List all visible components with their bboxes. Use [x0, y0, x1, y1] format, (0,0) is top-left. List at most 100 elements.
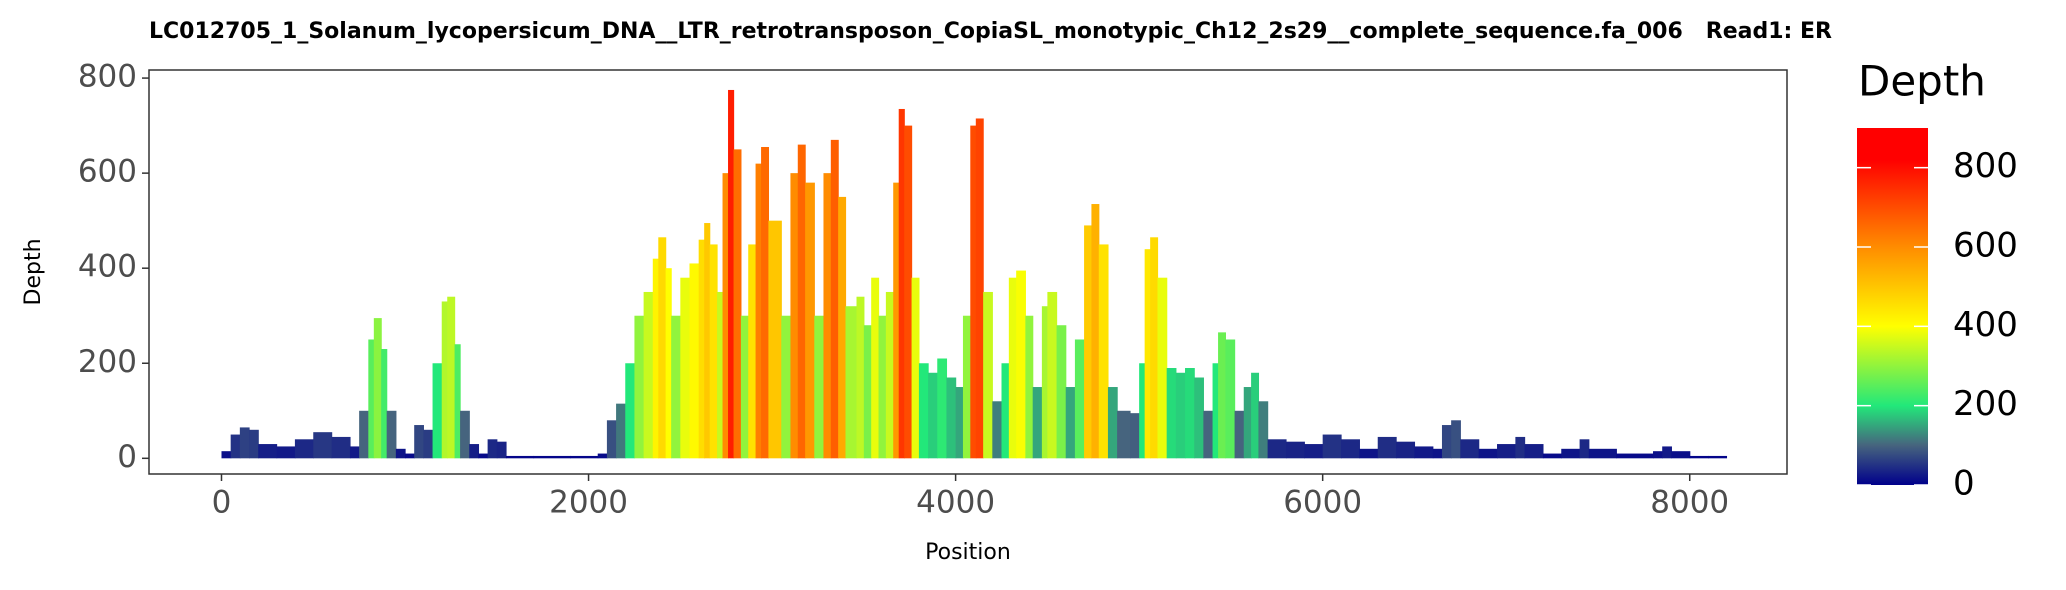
depth-bar: [1451, 420, 1461, 459]
depth-bar: [838, 196, 847, 459]
depth-bar: [856, 296, 865, 459]
colorbar-tick-label: 800: [1953, 146, 2018, 186]
depth-bar: [570, 455, 599, 459]
depth-bar: [1185, 368, 1195, 459]
x-tick-label: 0: [212, 485, 232, 521]
depth-bar: [781, 315, 792, 459]
depth-bar: [911, 277, 920, 459]
x-tick-label: 2000: [549, 485, 628, 521]
y-tick-label: 400: [78, 249, 137, 285]
depth-bar: [239, 427, 250, 459]
depth-bar: [1653, 451, 1663, 459]
depth-bar: [1139, 363, 1146, 459]
depth-bar: [1561, 448, 1581, 459]
depth-bar: [830, 139, 839, 459]
depth-bar: [1194, 377, 1204, 459]
depth-bar: [1025, 315, 1034, 459]
depth-bar: [893, 182, 900, 459]
x-tick-label: 6000: [1283, 485, 1362, 521]
depth-bar: [814, 315, 825, 459]
depth-bar: [414, 425, 424, 459]
depth-bar: [733, 149, 742, 459]
depth-bar: [331, 436, 351, 459]
depth-bar: [294, 439, 314, 459]
depth-bar: [441, 301, 448, 459]
depth-bar: [1041, 306, 1048, 459]
depth-bar: [1708, 455, 1728, 459]
depth-bar: [1166, 368, 1177, 459]
depth-bar: [1579, 439, 1590, 459]
y-tick-label: 0: [117, 439, 137, 475]
depth-bar: [496, 441, 507, 459]
y-tick-label: 800: [78, 59, 137, 95]
depth-bar: [1144, 249, 1151, 459]
depth-bar: [230, 434, 241, 459]
depth-bar: [1150, 237, 1159, 459]
depth-bar: [405, 453, 415, 459]
depth-bar: [1460, 439, 1480, 459]
depth-bar: [1243, 387, 1252, 459]
depth-bar: [432, 363, 443, 459]
depth-bar: [423, 429, 434, 459]
depth-bar: [616, 403, 626, 459]
depth-bar: [381, 348, 388, 459]
depth-bar: [698, 239, 705, 459]
depth-bar: [755, 163, 762, 459]
depth-bar: [722, 173, 729, 459]
depth-bar: [1267, 439, 1287, 459]
depth-bar: [469, 444, 480, 459]
depth-bar: [1203, 410, 1214, 459]
depth-bar: [373, 318, 382, 459]
depth-bar: [1074, 339, 1085, 459]
depth-bar: [1107, 387, 1118, 459]
depth-bar: [955, 387, 964, 459]
colorbar-tick-label: 400: [1953, 305, 2018, 345]
depth-bar: [460, 410, 470, 459]
depth-bar: [928, 372, 938, 459]
depth-bar: [709, 244, 718, 459]
depth-bar: [768, 220, 782, 459]
depth-bar: [349, 446, 360, 459]
depth-bar: [823, 173, 832, 459]
depth-bar: [1117, 410, 1131, 459]
depth-bar: [898, 108, 905, 459]
depth-bar: [505, 455, 535, 459]
depth-bar: [1304, 444, 1324, 459]
depth-bar: [845, 306, 858, 459]
depth-bar: [1001, 363, 1010, 459]
depth-bar: [258, 444, 278, 459]
depth-bar: [533, 455, 571, 459]
depth-bar: [904, 125, 913, 459]
depth-bar: [1065, 387, 1076, 459]
depth-bar: [634, 315, 645, 459]
depth-bar: [748, 244, 757, 459]
depth-bar: [863, 325, 872, 459]
depth-bar: [797, 144, 806, 459]
depth-bar: [1157, 277, 1168, 459]
depth-bar: [1542, 453, 1562, 459]
y-axis-label: Depth: [21, 238, 46, 305]
depth-bar: [1258, 401, 1269, 459]
depth-bar: [805, 182, 815, 459]
depth-bar: [606, 420, 617, 459]
depth-bar: [487, 439, 498, 459]
chart-title: LC012705_1_Solanum_lycopersicum_DNA__LTR…: [149, 19, 1832, 44]
depth-bar: [1432, 448, 1443, 459]
depth-bar: [1497, 444, 1516, 459]
depth-bar: [1478, 448, 1498, 459]
depth-bar: [1212, 363, 1219, 459]
depth-bar: [454, 344, 461, 459]
depth-bar: [885, 291, 894, 459]
depth-bar: [643, 291, 654, 459]
y-tick-label: 200: [78, 344, 137, 380]
depth-bar: [276, 446, 296, 459]
depth-bar: [1441, 425, 1452, 459]
depth-bar: [359, 410, 369, 459]
depth-bar: [970, 125, 977, 459]
panel-border: [148, 69, 1788, 475]
depth-bar: [313, 432, 333, 459]
depth-bar: [1616, 453, 1654, 459]
depth-bar: [1008, 277, 1017, 459]
depth-bar: [597, 453, 608, 459]
depth-bar: [962, 315, 971, 459]
